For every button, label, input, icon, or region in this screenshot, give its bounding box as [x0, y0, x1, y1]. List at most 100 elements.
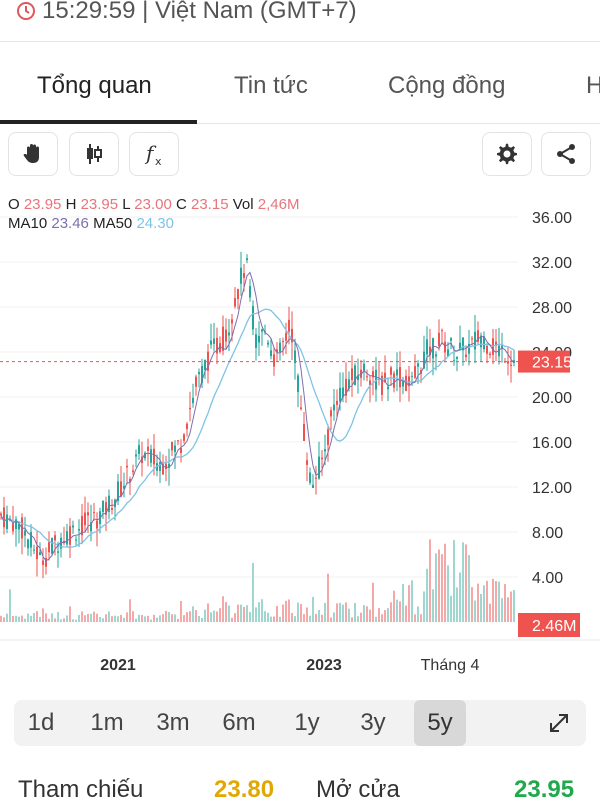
volume-bar	[144, 616, 146, 622]
volume-bar	[372, 582, 374, 622]
volume-bar	[195, 610, 197, 622]
period-3y[interactable]: 3y	[360, 709, 386, 736]
candle-body	[288, 319, 290, 332]
candle-body	[438, 332, 440, 346]
candle-body	[468, 343, 470, 354]
volume-bar	[351, 617, 353, 622]
volume-bar	[210, 612, 212, 622]
volume-bar	[51, 613, 53, 622]
volume-bar	[75, 619, 77, 622]
y-tick-label: 36.00	[532, 210, 572, 227]
volume-bar	[369, 609, 371, 622]
volume-bar	[252, 562, 254, 622]
tab-news[interactable]: Tin tức	[234, 72, 308, 99]
period-1d[interactable]: 1d	[27, 709, 55, 736]
expand-icon[interactable]	[546, 710, 572, 736]
period-3m[interactable]: 3m	[156, 709, 190, 736]
candle-body	[411, 375, 413, 377]
candle-body	[261, 329, 263, 332]
candle-body	[294, 350, 296, 364]
period-1m[interactable]: 1m	[90, 709, 124, 736]
volume-bar	[258, 602, 260, 622]
tab-community[interactable]: Cộng đồng	[388, 72, 506, 99]
volume-bar	[108, 611, 110, 622]
candlestick-chart[interactable]: 36.0032.0028.0024.0020.0016.0012.008.004…	[0, 200, 600, 690]
candle-body	[90, 522, 92, 532]
volume-bar	[306, 607, 308, 622]
volume-bar	[150, 619, 152, 622]
price-chart[interactable]: 36.0032.0028.0024.0020.0016.0012.008.004…	[0, 200, 600, 690]
candle-body	[333, 404, 335, 411]
volume-bar	[162, 614, 164, 622]
volume-bar	[3, 617, 5, 622]
close-label: C	[175, 196, 187, 213]
volume-bar	[204, 609, 206, 622]
candle-body	[297, 375, 299, 392]
candle-body	[93, 512, 95, 514]
share-button[interactable]	[541, 132, 591, 176]
settings-button[interactable]	[482, 132, 532, 176]
candle-body	[282, 341, 284, 343]
volume-bar	[363, 605, 365, 622]
candle-body	[108, 495, 110, 512]
candle-body	[75, 539, 77, 541]
volume-bar	[219, 608, 221, 622]
candle-body	[240, 267, 242, 284]
candle-body	[489, 353, 491, 355]
candle-body	[99, 511, 101, 524]
candle-body	[501, 345, 503, 350]
volume-bar	[279, 616, 281, 622]
candle-body	[24, 530, 26, 536]
tab-overview[interactable]: Tổng quan	[37, 72, 152, 99]
indicators-button[interactable]: f x	[129, 132, 179, 176]
period-1y[interactable]: 1y	[294, 709, 320, 736]
volume-bar	[327, 573, 329, 622]
volume-bar	[249, 612, 251, 622]
active-tab-indicator	[0, 120, 197, 124]
volume-bar	[159, 615, 161, 622]
volume-bar	[501, 598, 503, 622]
volume-bar	[54, 618, 56, 622]
candle-body	[483, 336, 485, 350]
volume-bar	[399, 601, 401, 622]
svg-text:x: x	[155, 155, 162, 168]
drawing-tool-button[interactable]	[8, 132, 58, 176]
volume-bar	[201, 617, 203, 622]
volume-bar	[231, 617, 233, 622]
candle-body	[324, 449, 326, 452]
volume-bar	[462, 542, 464, 622]
timezone-text: 15:29:59 | Việt Nam (GMT+7)	[42, 0, 357, 24]
period-6m[interactable]: 6m	[222, 709, 256, 736]
candle-body	[105, 502, 107, 515]
candle-body	[45, 557, 47, 567]
volume-bar	[69, 606, 71, 622]
volume-bar	[423, 591, 425, 622]
candle-body	[123, 485, 125, 489]
candle-body	[249, 286, 251, 298]
volume-bar	[264, 611, 266, 622]
status-bar: 15:29:59 | Việt Nam (GMT+7)	[0, 0, 600, 42]
candle-body	[393, 373, 395, 388]
candle-body	[291, 328, 293, 343]
candle-body	[474, 331, 476, 350]
volume-bar	[273, 616, 275, 622]
close-value: 23.15	[191, 196, 229, 213]
period-5y[interactable]: 5y	[414, 700, 466, 746]
candle-body	[135, 454, 137, 457]
candle-body	[318, 456, 320, 479]
share-icon	[557, 144, 575, 164]
volume-bar	[180, 600, 182, 622]
volume-bar	[21, 615, 23, 622]
volume-bar	[321, 614, 323, 622]
volume-bar	[267, 612, 269, 622]
volume-bar	[15, 615, 17, 622]
candle-body	[147, 446, 149, 451]
volume-bar	[216, 611, 218, 622]
chart-type-button[interactable]	[69, 132, 119, 176]
candle-body	[162, 462, 164, 475]
low-label: L	[122, 196, 131, 213]
candle-body	[84, 512, 86, 526]
tab-more[interactable]: H	[586, 72, 600, 99]
volume-bar	[135, 618, 137, 622]
volume-bar	[414, 614, 416, 622]
